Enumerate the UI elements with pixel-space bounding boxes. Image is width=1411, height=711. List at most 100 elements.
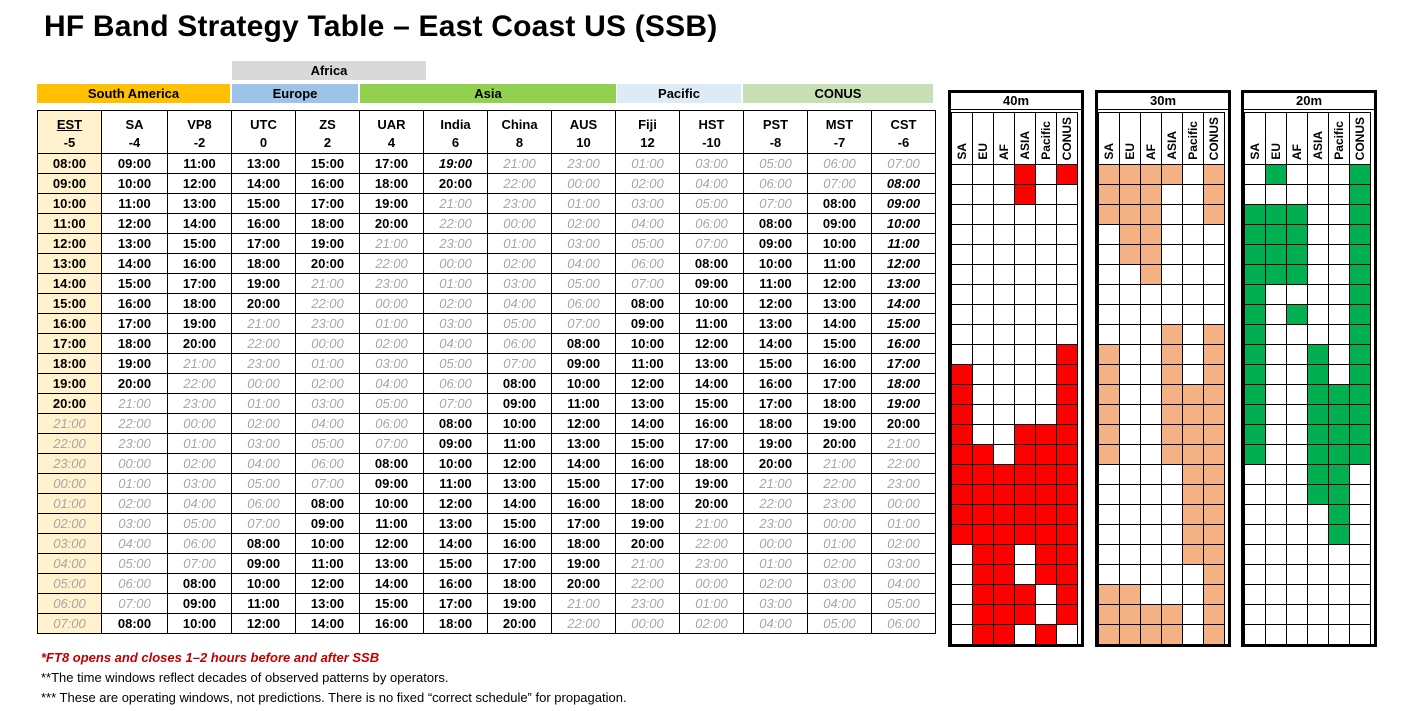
band-closed-cell [951,204,973,225]
band-open-cell [1244,284,1266,305]
time-cell: 21:00 [679,513,744,534]
band-row [951,284,1078,305]
band-open-cell [993,564,1015,585]
time-cell: 18:00 [679,453,744,474]
time-cell: 12:00 [37,233,102,254]
band-open-cell [951,424,973,445]
band-closed-cell [1182,264,1204,285]
time-cell: 06:00 [101,573,168,594]
time-cell: 14:00 [295,613,360,634]
time-cell: 01:00 [743,553,808,574]
band-closed-cell [1286,184,1308,205]
band-row [1098,524,1225,545]
time-cell: 02:00 [37,513,102,534]
time-cell: 04:00 [615,213,680,234]
time-cell: 10:00 [359,493,424,514]
time-cell: 07:00 [37,613,102,634]
time-cell: 20:00 [37,393,102,414]
time-cell: 02:00 [807,553,872,574]
band-closed-cell [1349,544,1371,565]
band-open-cell [1349,344,1371,365]
band-closed-cell [1265,344,1287,365]
time-cell: 15:00 [551,473,616,494]
time-cell: 01:00 [423,273,488,294]
band-closed-cell [1014,544,1036,565]
time-cell: 22:00 [37,433,102,454]
time-cell: 23:00 [871,473,936,494]
time-cell: 08:00 [37,153,102,174]
band-open-cell [1349,184,1371,205]
band-open-cell [1244,364,1266,385]
band-closed-cell [1119,324,1141,345]
time-cell: 20:00 [615,533,680,554]
band-open-cell [951,364,973,385]
time-cell: 22:00 [807,473,872,494]
note-operating-windows: *** These are operating windows, not pre… [41,690,627,705]
time-cell: 13:00 [359,553,424,574]
band-closed-cell [1035,584,1057,605]
band-open-cell [1182,384,1204,405]
band-open-cell [1349,304,1371,325]
time-cell: 11:00 [679,313,744,334]
band-closed-cell [1161,504,1183,525]
band-open-cell [1056,384,1078,405]
band-closed-cell [1265,284,1287,305]
band-closed-cell [1035,384,1057,405]
time-cell: 22:00 [231,333,296,354]
band-open-cell [1244,344,1266,365]
time-cell: 17:00 [615,473,680,494]
time-cell: 11:00 [871,233,936,254]
band-closed-cell [993,224,1015,245]
time-cell: 04:00 [743,613,808,634]
time-cell: 18:00 [743,413,808,434]
time-cell: 07:00 [807,173,872,194]
time-cell: 04:00 [679,173,744,194]
time-cell: 16:00 [359,613,424,634]
band-row [1098,244,1225,265]
band-open-cell [1182,424,1204,445]
time-cell: 02:00 [231,413,296,434]
time-conversion-table: EST SA VP8 UTC ZS UAR India China AUS Fiji HST PST M… [37,110,936,634]
band-closed-cell [1182,324,1204,345]
utc-offset-china: 8 [487,132,552,154]
band-open-cell [972,584,994,605]
band-closed-cell [1161,224,1183,245]
time-cell: 02:00 [295,373,360,394]
band-open-cell [993,484,1015,505]
band-closed-cell [1182,364,1204,385]
band-row [951,344,1078,365]
band-closed-cell [951,604,973,625]
band-open-cell [1203,404,1225,425]
column-header-mst: MST [807,110,872,132]
time-cell: 09:00 [551,353,616,374]
band-closed-cell [951,564,973,585]
band-closed-cell [1140,544,1162,565]
band-row [1098,464,1225,485]
time-cell: 17:00 [743,393,808,414]
time-cell: 00:00 [807,513,872,534]
band-open-cell [1349,284,1371,305]
band-open-cell [1119,244,1141,265]
band-title-divider [1244,109,1374,110]
band-open-cell [1161,444,1183,465]
band-closed-cell [993,324,1015,345]
band-open-cell [1035,424,1057,445]
band-column-eu: EU [1119,112,1141,165]
table-row: 20:00 21:00 23:00 01:00 03:00 05:00 07:00 09:00… [37,393,936,414]
time-cell: 08:00 [359,453,424,474]
band-closed-cell [1014,384,1036,405]
band-chart-40m: 40m SA EU AF ASIA Pacific CONUS [948,90,1084,647]
time-cell: 14:00 [167,213,232,234]
band-open-cell [1286,204,1308,225]
band-closed-cell [1203,264,1225,285]
time-cell: 05:00 [743,153,808,174]
band-closed-cell [1119,544,1141,565]
band-closed-cell [1056,304,1078,325]
band-open-cell [993,584,1015,605]
time-cell: 14:00 [423,533,488,554]
time-cell: 15:00 [295,153,360,174]
band-row [951,624,1078,645]
column-header-utc: UTC [231,110,296,132]
band-closed-cell [1140,424,1162,445]
band-title-divider [951,109,1081,110]
